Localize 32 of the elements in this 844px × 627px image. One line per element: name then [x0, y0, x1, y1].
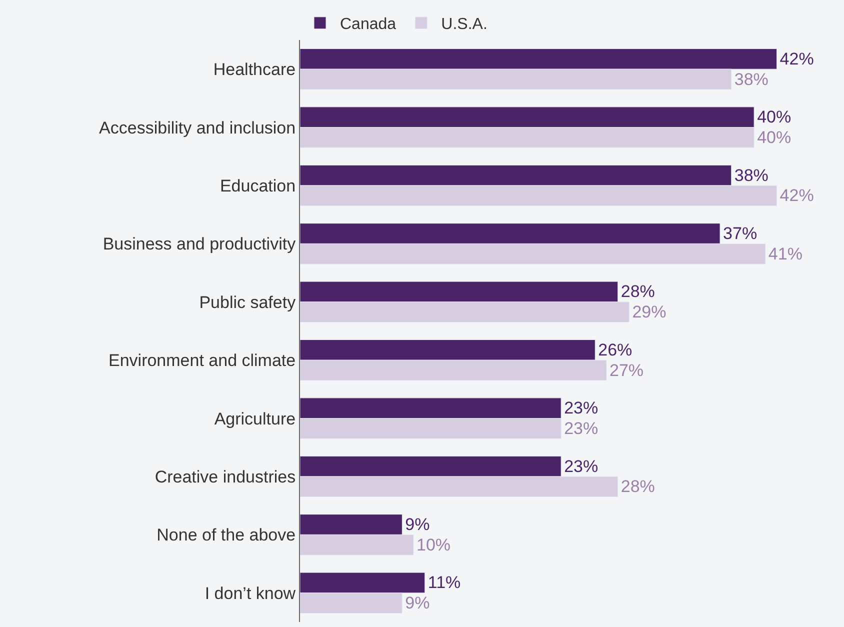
data-label: 40%	[757, 108, 792, 127]
data-label: 29%	[632, 302, 666, 322]
y-tick-label: I don’t know	[204, 584, 296, 603]
data-label: 10%	[416, 535, 451, 554]
data-label: 42%	[780, 186, 814, 206]
data-label: 28%	[620, 282, 655, 302]
y-tick-label: Healthcare	[213, 60, 296, 80]
data-label: 27%	[610, 360, 644, 380]
data-label: 23%	[564, 456, 598, 476]
legend-label: U.S.A.	[441, 16, 488, 34]
data-label: 40%	[757, 128, 792, 147]
data-label: 9%	[405, 515, 430, 534]
data-label: 37%	[723, 224, 758, 244]
data-label: 26%	[598, 340, 632, 360]
y-tick-label: Environment and climate	[108, 351, 296, 370]
data-label: 11%	[428, 573, 461, 592]
legend-label: Canada	[340, 16, 396, 34]
y-tick-label: Accessibility and inclusion	[99, 118, 296, 138]
data-label: 9%	[405, 594, 430, 613]
data-label: 41%	[768, 244, 802, 264]
y-tick-label: Creative industries	[154, 467, 296, 486]
data-label: 42%	[780, 49, 814, 68]
y-tick-label: Agriculture	[214, 409, 296, 428]
y-tick-label: None of the above	[156, 526, 296, 545]
data-label: 38%	[734, 166, 768, 185]
data-label: 38%	[734, 70, 768, 89]
data-label: 23%	[564, 398, 598, 418]
y-tick-label: Business and productivity	[102, 234, 296, 254]
data-label: 28%	[620, 477, 655, 496]
y-tick-label: Education	[220, 176, 296, 196]
y-tick-label: Public safety	[199, 292, 296, 312]
data-label: 23%	[564, 418, 598, 438]
